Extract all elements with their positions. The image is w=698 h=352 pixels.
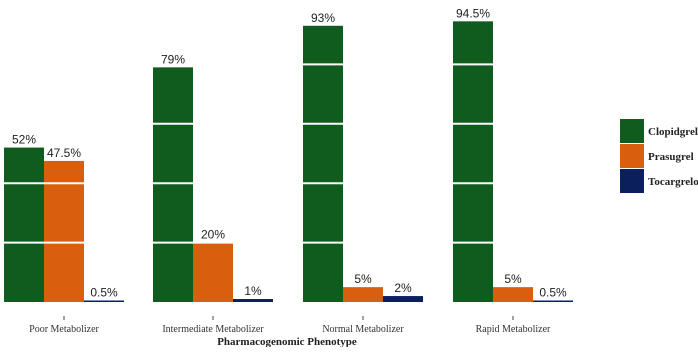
legend-swatch-prasugrel bbox=[620, 144, 644, 168]
x-axis-title: Pharmacogenomic Phenotype bbox=[217, 336, 357, 347]
bar-tocargrelor-rapid-metabolizer bbox=[533, 300, 573, 302]
data-label-prasugrel-rapid-metabolizer: 5% bbox=[504, 272, 522, 286]
legend-swatch-clopidgrel bbox=[620, 119, 644, 143]
x-tick-label-rapid-metabolizer: Rapid Metabolizer bbox=[476, 324, 551, 335]
data-label-clopidgrel-normal-metabolizer: 93% bbox=[311, 11, 335, 25]
bar-clopidgrel-poor-metabolizer bbox=[4, 147, 44, 302]
x-tick-label-intermediate-metabolizer: Intermediate Metabolizer bbox=[162, 324, 264, 335]
x-tick-label-normal-metabolizer: Normal Metabolizer bbox=[322, 324, 404, 335]
data-label-tocargrelor-poor-metabolizer: 0.5% bbox=[90, 286, 118, 300]
bar-prasugrel-poor-metabolizer bbox=[44, 160, 84, 302]
data-label-clopidgrel-rapid-metabolizer: 94.5% bbox=[456, 6, 490, 20]
bar-prasugrel-intermediate-metabolizer bbox=[193, 242, 233, 302]
data-label-prasugrel-poor-metabolizer: 47.5% bbox=[47, 146, 81, 160]
data-label-prasugrel-intermediate-metabolizer: 20% bbox=[201, 228, 225, 242]
bar-tocargrelor-normal-metabolizer bbox=[383, 296, 423, 302]
bar-clopidgrel-rapid-metabolizer bbox=[453, 21, 493, 303]
bar-clopidgrel-normal-metabolizer bbox=[303, 25, 343, 302]
data-label-clopidgrel-poor-metabolizer: 52% bbox=[12, 133, 36, 147]
legend-label-prasugrel: Prasugrel bbox=[648, 151, 694, 163]
legend: Clopidgrel Prasugrel Tocargrelor bbox=[620, 119, 698, 193]
data-labels-layer: 52% 79% 93% 94.5% 47.5% 20% 5% 5% 0.5% 1% 2% 0.5% bbox=[12, 6, 567, 299]
gridlines-layer bbox=[0, 63, 575, 244]
data-label-clopidgrel-intermediate-metabolizer: 79% bbox=[161, 52, 185, 66]
bar-prasugrel-rapid-metabolizer bbox=[493, 287, 533, 302]
data-label-prasugrel-normal-metabolizer: 5% bbox=[354, 272, 372, 286]
bars-layer bbox=[4, 21, 573, 303]
x-axis-ticks-layer: Poor Metabolizer Intermediate Metabolizer… bbox=[29, 316, 551, 335]
bar-clopidgrel-intermediate-metabolizer bbox=[153, 67, 193, 303]
x-tick-label-poor-metabolizer: Poor Metabolizer bbox=[29, 324, 99, 335]
legend-label-tocargrelor: Tocargrelor bbox=[648, 176, 698, 188]
data-label-tocargrelor-normal-metabolizer: 2% bbox=[394, 281, 412, 295]
data-label-tocargrelor-intermediate-metabolizer: 1% bbox=[244, 284, 262, 298]
data-label-tocargrelor-rapid-metabolizer: 0.5% bbox=[539, 286, 567, 300]
legend-label-clopidgrel: Clopidgrel bbox=[648, 126, 698, 138]
bar-tocargrelor-poor-metabolizer bbox=[84, 300, 124, 302]
bar-prasugrel-normal-metabolizer bbox=[343, 287, 383, 302]
legend-swatch-tocargrelor bbox=[620, 169, 644, 193]
bar-tocargrelor-intermediate-metabolizer bbox=[233, 299, 273, 302]
